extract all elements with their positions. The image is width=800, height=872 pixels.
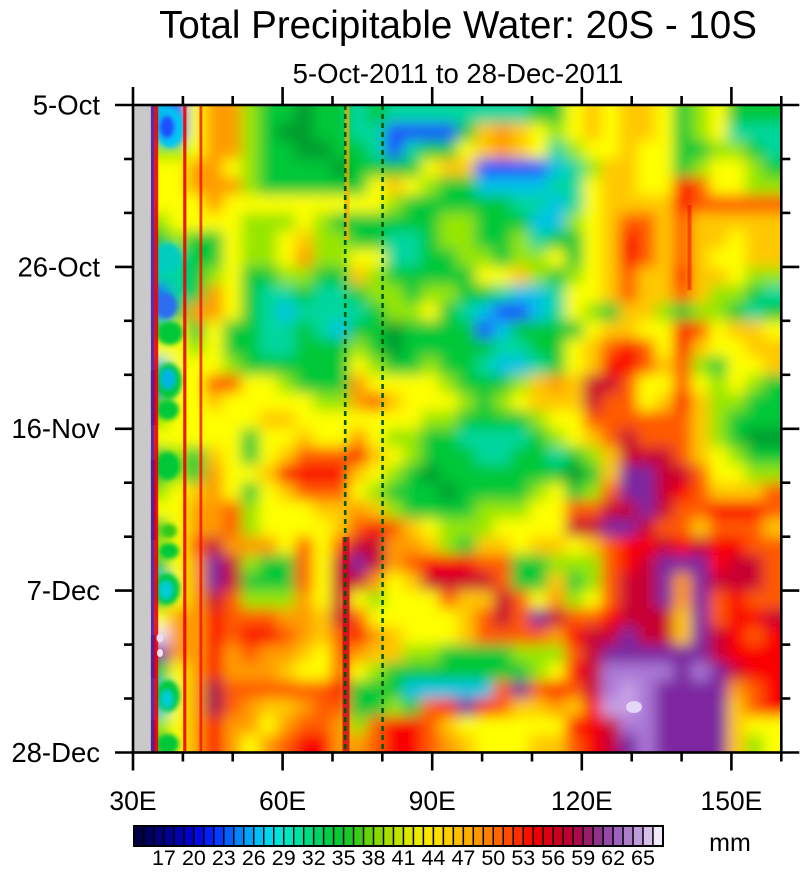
svg-text:59: 59 — [571, 846, 595, 867]
svg-text:26-Oct: 26-Oct — [17, 251, 100, 282]
svg-text:50: 50 — [481, 846, 505, 867]
svg-text:Total Precipitable Water: 20S: Total Precipitable Water: 20S - 10S — [159, 4, 757, 47]
svg-text:23: 23 — [212, 846, 236, 867]
svg-text:28-Dec: 28-Dec — [11, 737, 100, 768]
svg-text:62: 62 — [601, 846, 625, 867]
svg-text:90E: 90E — [409, 786, 456, 816]
svg-text:60E: 60E — [259, 786, 306, 816]
svg-text:mm: mm — [709, 829, 751, 857]
svg-text:53: 53 — [511, 846, 535, 867]
svg-text:65: 65 — [631, 846, 655, 867]
svg-text:26: 26 — [242, 846, 266, 867]
svg-text:32: 32 — [302, 846, 326, 867]
svg-text:5-Oct-2011 to 28-Dec-2011: 5-Oct-2011 to 28-Dec-2011 — [293, 58, 624, 89]
svg-text:56: 56 — [541, 846, 565, 867]
svg-text:17: 17 — [152, 846, 176, 867]
svg-text:44: 44 — [421, 846, 445, 867]
svg-text:20: 20 — [182, 846, 206, 867]
svg-text:5-Oct: 5-Oct — [33, 90, 101, 121]
svg-text:150E: 150E — [700, 786, 762, 816]
svg-text:41: 41 — [392, 846, 416, 867]
svg-text:35: 35 — [332, 846, 356, 867]
svg-text:7-Dec: 7-Dec — [27, 575, 101, 606]
svg-text:120E: 120E — [551, 786, 613, 816]
svg-text:29: 29 — [272, 846, 296, 867]
svg-text:30E: 30E — [109, 786, 156, 816]
svg-text:47: 47 — [451, 846, 475, 867]
svg-text:16-Nov: 16-Nov — [11, 413, 100, 444]
svg-text:38: 38 — [362, 846, 386, 867]
